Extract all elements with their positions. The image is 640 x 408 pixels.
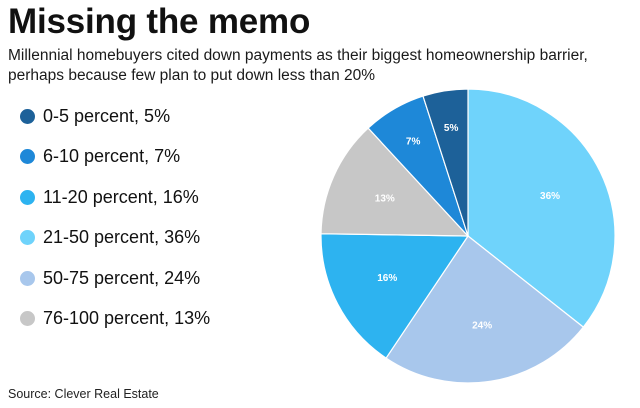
pie-slice (320, 127, 470, 237)
legend-item: 50-75 percent, 24% (20, 266, 210, 290)
slice-label: 7% (406, 137, 421, 148)
legend-swatch (20, 149, 35, 164)
pie-slice (467, 88, 616, 328)
legend-swatch (20, 108, 35, 124)
legend-label: 6-10 percent, 7% (43, 146, 181, 166)
legend-label: 0-5 percent, 5% (43, 105, 171, 126)
slice-label: 13% (375, 193, 395, 204)
chart-title: Missing the memo (8, 2, 311, 41)
legend-item: 0-5 percent, 5% (20, 104, 210, 128)
pie-slice (385, 235, 585, 384)
legend-label: 21-50 percent, 36% (43, 227, 201, 247)
pie-slice (320, 233, 470, 359)
legend-item: 76-100 percent, 13% (20, 307, 210, 331)
legend-swatch (20, 270, 35, 286)
legend-swatch (20, 230, 35, 245)
legend-item: 11-20 percent, 16% (20, 185, 210, 209)
chart-subtitle: Millennial homebuyers cited down payment… (8, 47, 588, 84)
legend-item: 21-50 percent, 36% (20, 226, 210, 250)
pie-chart: 36% 24% 16% 13% 7% 5% (320, 88, 616, 384)
legend-label: 11-20 percent, 16% (43, 186, 199, 207)
source-note: Source: Clever Real Estate (8, 387, 159, 401)
slice-label: 36% (540, 191, 560, 202)
legend-label: 76-100 percent, 13% (43, 308, 211, 328)
slice-label: 24% (472, 321, 492, 332)
slice-label: 5% (444, 123, 459, 134)
legend-swatch (20, 311, 35, 326)
slice-label: 16% (377, 273, 397, 284)
legend: 0-5 percent, 5% 6-10 percent, 7% 11-20 per… (20, 104, 210, 347)
legend-item: 6-10 percent, 7% (20, 145, 210, 169)
pie-slice (422, 88, 469, 237)
legend-label: 50-75 percent, 24% (43, 267, 201, 288)
legend-swatch (20, 189, 35, 205)
